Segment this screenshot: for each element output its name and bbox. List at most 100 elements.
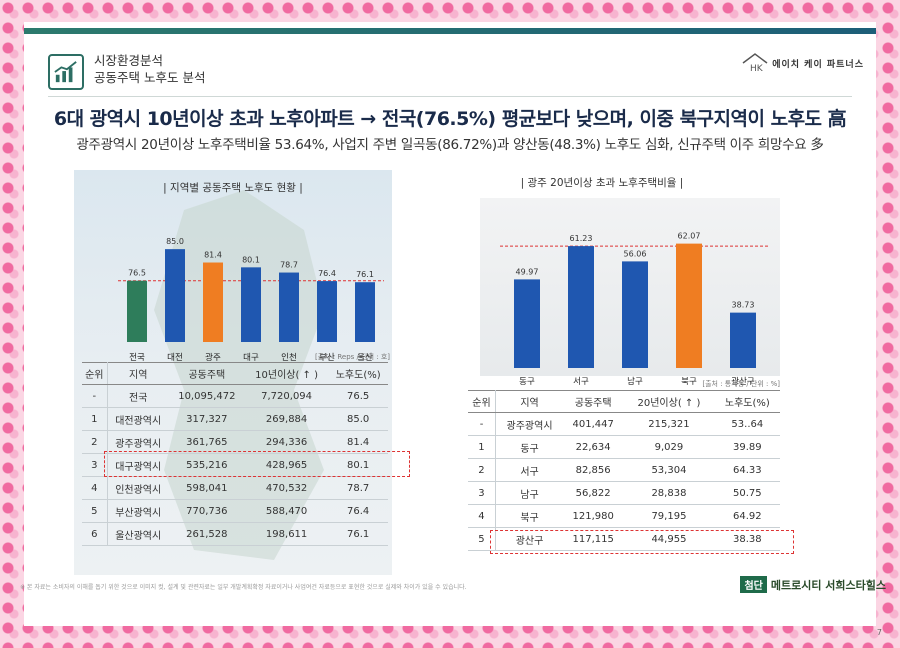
data-label: 85.0: [166, 238, 184, 246]
headline: 6대 광역시 10년이상 초과 노후아파트 → 전국(76.5%) 평균보다 낮…: [53, 108, 847, 130]
table-cell: 76.4: [328, 499, 388, 523]
table-cell: -: [468, 412, 496, 436]
table-cell: 광산구: [495, 527, 564, 551]
table-cell: 82,856: [563, 458, 624, 482]
table-header-cell: 노후도(%): [714, 390, 780, 413]
table-header-cell: 순위: [468, 390, 496, 413]
right-source: [출처 : 통계청 / 단위 : %]: [702, 380, 780, 388]
brand-logo: HK 에이치 케이 파트너스: [742, 52, 864, 74]
table-cell: 53,304: [623, 458, 715, 482]
table-header-cell: 20년이상( ↑ ): [623, 390, 715, 413]
table-row: 6 울산광역시 261,528 198,611 76.1: [82, 522, 388, 546]
tick-label: 인천: [281, 352, 297, 363]
table-row: 5 부산광역시 770,736 588,470 76.4: [82, 499, 388, 523]
table-cell: 269,884: [244, 407, 329, 431]
table-cell: -: [82, 384, 108, 408]
table-cell: 261,528: [168, 522, 245, 546]
bar: [355, 282, 375, 342]
table-cell: 215,321: [623, 412, 715, 436]
table-row: 1 동구 22,634 9,029 39.89: [468, 435, 780, 459]
table-cell: 2: [468, 458, 496, 482]
section-header: 시장환경분석 공동주택 노후도 분석: [94, 52, 205, 86]
table-cell: 294,336: [244, 430, 329, 454]
table-cell: 588,470: [244, 499, 329, 523]
table-cell: 부산광역시: [107, 499, 169, 523]
table-row: 5 광산구 117,115 44,955 38.38: [468, 527, 780, 551]
table-cell: 4: [468, 504, 496, 528]
table-cell: 인천광역시: [107, 476, 169, 500]
bar: [568, 246, 594, 368]
table-cell: 5: [82, 499, 108, 523]
table-cell: 북구: [495, 504, 564, 528]
table-cell: 남구: [495, 481, 564, 505]
table-cell: 광주광역시: [107, 430, 169, 454]
table-header-cell: 노후도(%): [328, 362, 388, 385]
data-label: 61.23: [570, 234, 593, 243]
bar: [622, 261, 648, 368]
data-label: 76.5: [128, 269, 146, 278]
bar: [317, 281, 337, 342]
bar: [730, 312, 756, 368]
table-header-cell: 공동주택: [563, 390, 624, 413]
table-cell: 3: [468, 481, 496, 505]
tick-label: 동구: [519, 377, 535, 387]
table-header-row: 순위 지역 공동주택 20년이상( ↑ ) 노후도(%): [468, 390, 780, 413]
table-cell: 78.7: [328, 476, 388, 500]
table-cell: 9,029: [623, 435, 715, 459]
table-cell: 동구: [495, 435, 564, 459]
page-number: 7: [876, 628, 882, 637]
table-cell: 56,822: [563, 481, 624, 505]
table-header-cell: 지역: [107, 362, 169, 385]
table-row: - 광주광역시 401,447 215,321 53..64: [468, 412, 780, 436]
data-label: 81.4: [204, 251, 222, 260]
tick-label: 전국: [129, 352, 145, 363]
top-accent-bar: [24, 28, 876, 34]
section-title: 공동주택 노후도 분석: [94, 70, 206, 85]
data-label: 78.7: [280, 261, 298, 270]
bar: [279, 272, 299, 342]
tick-label: 부산: [319, 352, 335, 363]
data-label: 76.1: [356, 270, 374, 279]
table-cell: 85.0: [328, 407, 388, 431]
bar: [676, 243, 702, 368]
table-row: 1 대전광역시 317,327 269,884 85.0: [82, 407, 388, 431]
tick-label: 서구: [573, 377, 589, 387]
section-category: 시장환경분석: [94, 53, 164, 68]
table-cell: 전국: [107, 384, 169, 408]
highlight-box-gwangju: [104, 451, 410, 477]
table-cell: 1: [468, 435, 496, 459]
left-bar-chart: 76.5 전국 85.0 대전 81.4 광주 80.1 대구 78.7 인천 76.4 부산 76.1…: [118, 238, 384, 363]
table-header-cell: 공동주택: [168, 362, 245, 385]
bar: [127, 280, 147, 342]
table-cell: 121,980: [563, 504, 624, 528]
table-cell: 64.92: [714, 504, 780, 528]
highlight-box-bukgu: [490, 530, 794, 554]
table-cell: 3: [82, 453, 108, 477]
table-cell: 서구: [495, 458, 564, 482]
tick-label: 광주: [205, 352, 221, 363]
bar: [241, 267, 261, 342]
tick-label: 광산구: [731, 376, 755, 387]
table-row: - 전국 10,095,472 7,720,094 76.5: [82, 384, 388, 408]
table-cell: 39.89: [714, 435, 780, 459]
data-label: 38.73: [732, 301, 755, 310]
table-row: 4 북구 121,980 79,195 64.92: [468, 504, 780, 528]
table-cell: 76.1: [328, 522, 388, 546]
table-cell: 317,327: [168, 407, 245, 431]
footer-disclaimer: ※ 본 자료는 소비자의 이해를 돕기 위한 것으로 이미지 컷, 설계 및 관…: [20, 584, 467, 591]
tick-label: 북구: [681, 377, 697, 387]
bar: [514, 279, 540, 368]
table-cell: 198,611: [244, 522, 329, 546]
footer-badge: 첨단: [740, 576, 767, 593]
table-cell: 361,765: [168, 430, 245, 454]
left-chart-title: | 지역별 공동주택 노후도 현황 |: [163, 182, 303, 194]
header-divider: [48, 96, 852, 97]
table-row: 3 남구 56,822 28,838 50.75: [468, 481, 780, 505]
left-source: [출처 : Reps / 단위 : 호]: [314, 353, 390, 361]
table-cell: 22,634: [563, 435, 624, 459]
data-label: 76.4: [318, 269, 336, 278]
left-table: 순위 지역 공동주택 10년이상( ↑ ) 노후도(%) - 전국 10,095,472 7,…: [82, 362, 388, 546]
table-cell: 64.33: [714, 458, 780, 482]
subheadline: 광주광역시 20년이상 노후주택비율 53.64%, 사업지 주변 일곡동(86…: [76, 137, 824, 153]
table-cell: 울산광역시: [107, 522, 169, 546]
